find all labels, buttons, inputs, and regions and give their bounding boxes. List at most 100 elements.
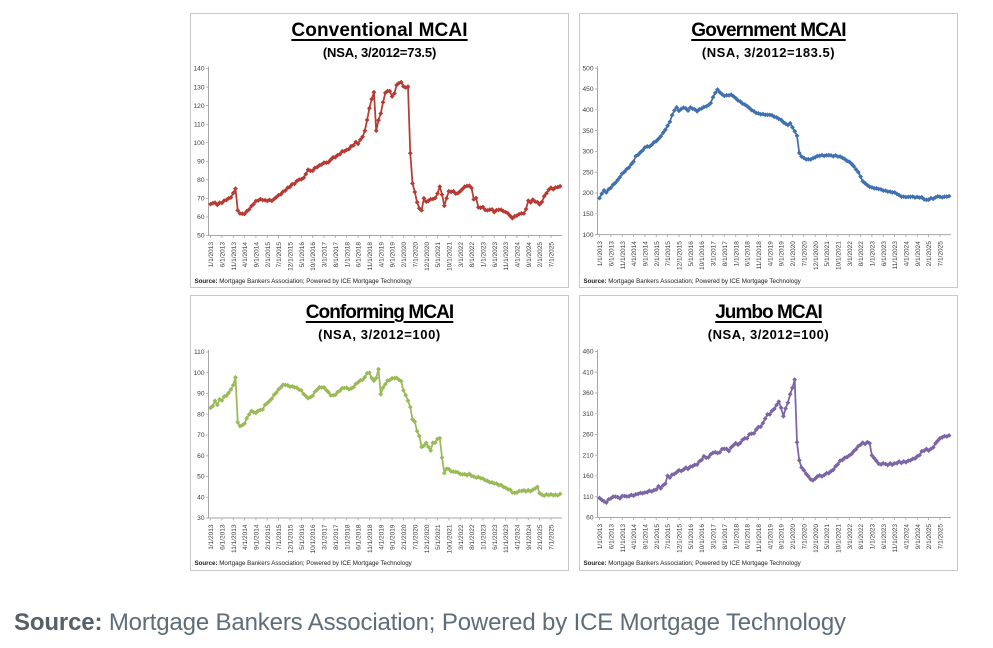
svg-text:1/1/2023: 1/1/2023: [481, 524, 488, 550]
svg-text:11/1/2023: 11/1/2023: [892, 524, 899, 553]
svg-text:8/1/2017: 8/1/2017: [722, 241, 729, 267]
svg-text:8/1/2022: 8/1/2022: [469, 524, 476, 550]
svg-text:7/1/2015: 7/1/2015: [665, 524, 672, 550]
svg-text:410: 410: [582, 370, 593, 377]
svg-text:210: 210: [582, 452, 593, 459]
svg-text:2/1/2025: 2/1/2025: [926, 241, 933, 267]
svg-text:7/1/2020: 7/1/2020: [801, 241, 808, 267]
svg-text:5/1/2021: 5/1/2021: [435, 524, 442, 550]
svg-text:Source: Mortgage Bankers Assoc: Source: Mortgage Bankers Association; Po…: [195, 278, 413, 285]
svg-text:110: 110: [194, 121, 205, 128]
svg-text:3/1/2022: 3/1/2022: [847, 524, 854, 550]
svg-text:1/1/2013: 1/1/2013: [597, 524, 604, 550]
svg-text:4/1/2014: 4/1/2014: [242, 524, 249, 550]
svg-text:7/1/2015: 7/1/2015: [276, 524, 283, 550]
svg-text:6/1/2013: 6/1/2013: [220, 242, 227, 268]
svg-text:6/1/2013: 6/1/2013: [609, 524, 616, 550]
svg-text:8/1/2022: 8/1/2022: [469, 242, 476, 268]
svg-text:9/1/2014: 9/1/2014: [254, 242, 261, 268]
svg-text:11/1/2013: 11/1/2013: [620, 241, 627, 270]
svg-text:400: 400: [582, 107, 593, 114]
svg-text:1/1/2023: 1/1/2023: [870, 524, 877, 550]
svg-text:4/1/2024: 4/1/2024: [515, 524, 522, 550]
svg-text:6/1/2018: 6/1/2018: [745, 241, 752, 267]
svg-text:350: 350: [582, 128, 593, 135]
svg-text:5/1/2021: 5/1/2021: [824, 524, 831, 550]
svg-text:6/1/2018: 6/1/2018: [356, 524, 363, 550]
svg-text:10/1/2016: 10/1/2016: [699, 524, 706, 553]
svg-text:360: 360: [582, 390, 593, 397]
svg-text:130: 130: [193, 84, 204, 91]
svg-text:1/1/2018: 1/1/2018: [344, 524, 351, 550]
svg-text:1/1/2013: 1/1/2013: [208, 524, 215, 550]
svg-text:11/1/2013: 11/1/2013: [231, 524, 238, 553]
svg-text:6/1/2013: 6/1/2013: [220, 524, 227, 550]
svg-text:3/1/2022: 3/1/2022: [458, 242, 465, 268]
svg-text:12/1/2020: 12/1/2020: [424, 242, 431, 271]
svg-text:70: 70: [197, 432, 205, 439]
svg-text:90: 90: [197, 391, 205, 398]
svg-text:7/1/2020: 7/1/2020: [412, 524, 419, 550]
svg-text:8/1/2022: 8/1/2022: [858, 241, 865, 267]
svg-text:10/1/2016: 10/1/2016: [310, 524, 317, 553]
svg-text:9/1/2024: 9/1/2024: [526, 242, 533, 268]
svg-text:4/1/2019: 4/1/2019: [767, 241, 774, 267]
svg-text:120: 120: [193, 103, 204, 110]
svg-text:9/1/2019: 9/1/2019: [779, 524, 786, 550]
svg-text:2/1/2020: 2/1/2020: [401, 524, 408, 550]
svg-text:6/1/2023: 6/1/2023: [492, 524, 499, 550]
svg-text:110: 110: [194, 349, 205, 356]
svg-text:2/1/2015: 2/1/2015: [265, 242, 272, 268]
svg-text:50: 50: [197, 474, 205, 481]
svg-text:2/1/2025: 2/1/2025: [926, 524, 933, 550]
svg-text:4/1/2014: 4/1/2014: [631, 241, 638, 267]
svg-text:4/1/2019: 4/1/2019: [378, 524, 385, 550]
svg-text:5/1/2016: 5/1/2016: [688, 241, 695, 267]
svg-text:4/1/2014: 4/1/2014: [242, 242, 249, 268]
svg-text:8/1/2017: 8/1/2017: [722, 524, 729, 550]
svg-text:110: 110: [583, 494, 594, 501]
svg-text:6/1/2018: 6/1/2018: [356, 242, 363, 268]
svg-text:1/1/2023: 1/1/2023: [481, 242, 488, 268]
svg-text:1/1/2018: 1/1/2018: [344, 242, 351, 268]
svg-text:500: 500: [582, 65, 593, 72]
svg-text:Source: Mortgage Bankers Assoc: Source: Mortgage Bankers Association; Po…: [584, 278, 802, 285]
svg-text:7/1/2020: 7/1/2020: [801, 524, 808, 550]
svg-text:11/1/2018: 11/1/2018: [367, 524, 374, 553]
svg-text:140: 140: [193, 66, 204, 73]
svg-text:1/1/2018: 1/1/2018: [733, 241, 740, 267]
svg-text:1/1/2018: 1/1/2018: [733, 524, 740, 550]
svg-text:8/1/2022: 8/1/2022: [858, 524, 865, 550]
svg-text:11/1/2023: 11/1/2023: [503, 242, 510, 271]
svg-text:9/1/2024: 9/1/2024: [526, 524, 533, 550]
svg-text:9/1/2014: 9/1/2014: [643, 524, 650, 550]
svg-text:9/1/2014: 9/1/2014: [254, 524, 261, 550]
svg-text:60: 60: [586, 515, 594, 522]
svg-text:3/1/2022: 3/1/2022: [458, 524, 465, 550]
svg-text:1/1/2013: 1/1/2013: [597, 241, 604, 267]
svg-text:12/1/2015: 12/1/2015: [677, 241, 684, 270]
svg-text:11/1/2018: 11/1/2018: [367, 242, 374, 271]
svg-text:100: 100: [193, 370, 204, 377]
svg-text:3/1/2022: 3/1/2022: [847, 241, 854, 267]
svg-text:11/1/2023: 11/1/2023: [892, 241, 899, 270]
svg-text:5/1/2016: 5/1/2016: [688, 524, 695, 550]
svg-text:40: 40: [197, 494, 205, 501]
svg-text:2/1/2020: 2/1/2020: [790, 524, 797, 550]
svg-text:9/1/2024: 9/1/2024: [915, 241, 922, 267]
svg-text:3/1/2017: 3/1/2017: [711, 524, 718, 550]
svg-text:3/1/2017: 3/1/2017: [322, 242, 329, 268]
svg-text:10/1/2016: 10/1/2016: [310, 242, 317, 271]
svg-text:6/1/2013: 6/1/2013: [609, 241, 616, 267]
svg-text:2/1/2015: 2/1/2015: [654, 241, 661, 267]
svg-text:2/1/2025: 2/1/2025: [537, 242, 544, 268]
svg-text:30: 30: [197, 515, 205, 522]
svg-text:9/1/2019: 9/1/2019: [779, 241, 786, 267]
svg-text:6/1/2023: 6/1/2023: [881, 241, 888, 267]
svg-text:160: 160: [582, 473, 593, 480]
svg-text:12/1/2020: 12/1/2020: [424, 524, 431, 553]
svg-text:12/1/2020: 12/1/2020: [813, 524, 820, 553]
svg-text:300: 300: [582, 149, 593, 156]
svg-text:11/1/2018: 11/1/2018: [756, 241, 763, 270]
svg-text:10/1/2021: 10/1/2021: [447, 524, 454, 553]
